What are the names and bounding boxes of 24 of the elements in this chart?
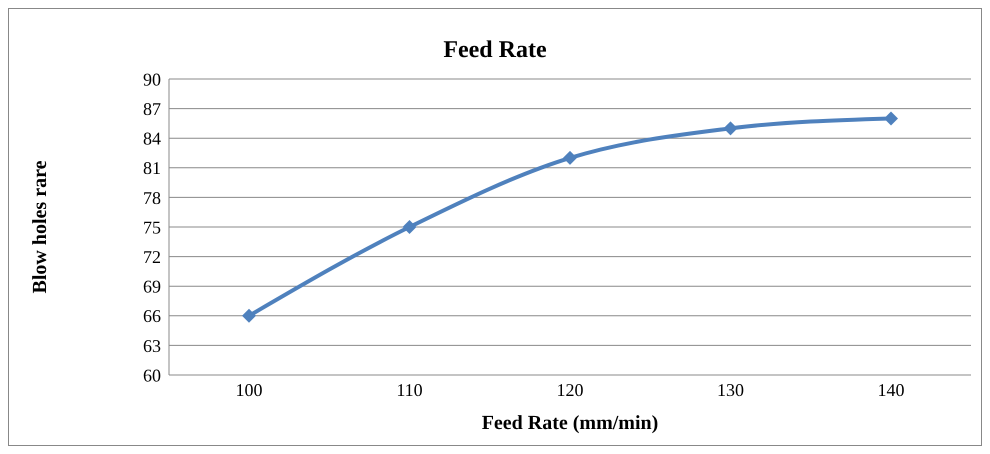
y-tick-label: 90 [143, 69, 161, 90]
y-tick-label: 69 [143, 276, 161, 297]
x-tick-label: 130 [717, 380, 744, 400]
point [724, 121, 738, 136]
x-tick-label: 140 [878, 380, 904, 400]
y-tick-label: 78 [143, 188, 161, 208]
y-tick-label: 72 [143, 246, 161, 267]
y-tick-label: 84 [143, 128, 161, 149]
point [242, 308, 256, 323]
point [402, 220, 416, 234]
y-tick-label: 60 [143, 365, 161, 386]
x-tick-label: 100 [236, 380, 262, 400]
y-tick-label: 87 [143, 98, 161, 119]
x-axis-title: Feed Rate (mm/min) [482, 412, 658, 434]
y-tick-label: 63 [143, 336, 161, 356]
point [563, 150, 577, 165]
y-axis-title: Blow holes rare [29, 160, 52, 294]
x-tick-label: 110 [396, 380, 423, 400]
y-tick-label: 66 [143, 306, 161, 326]
x-tick-label: 120 [556, 380, 584, 400]
point [884, 111, 898, 126]
y-tick-label: 75 [143, 217, 161, 238]
y-tick-label: 81 [143, 158, 161, 178]
chart-title: Feed Rate [442, 37, 548, 65]
